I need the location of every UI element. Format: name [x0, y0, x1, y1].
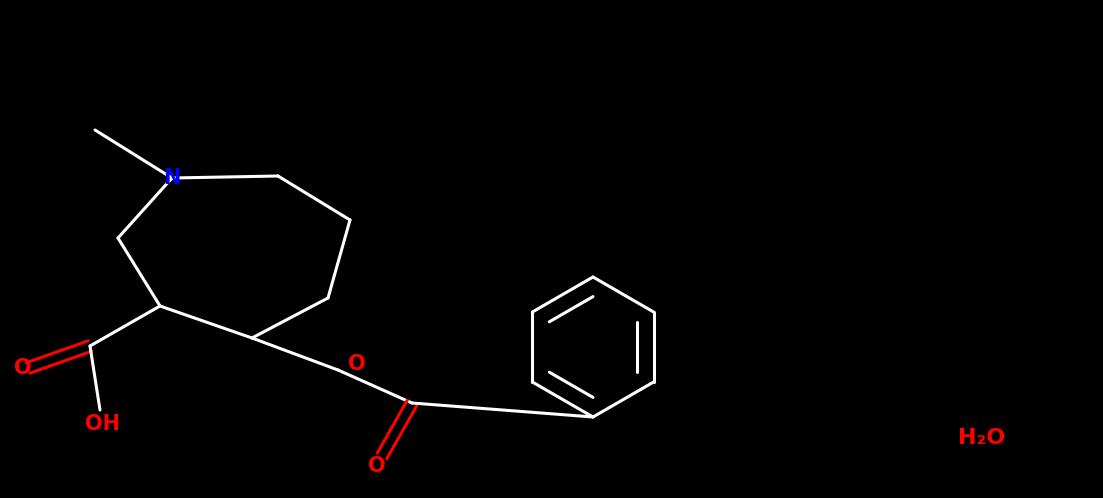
Text: OH: OH — [85, 414, 119, 434]
Text: O: O — [14, 358, 32, 378]
Text: O: O — [368, 456, 386, 476]
Text: O: O — [349, 354, 365, 374]
Text: H₂O: H₂O — [959, 428, 1006, 448]
Text: N: N — [163, 168, 181, 188]
